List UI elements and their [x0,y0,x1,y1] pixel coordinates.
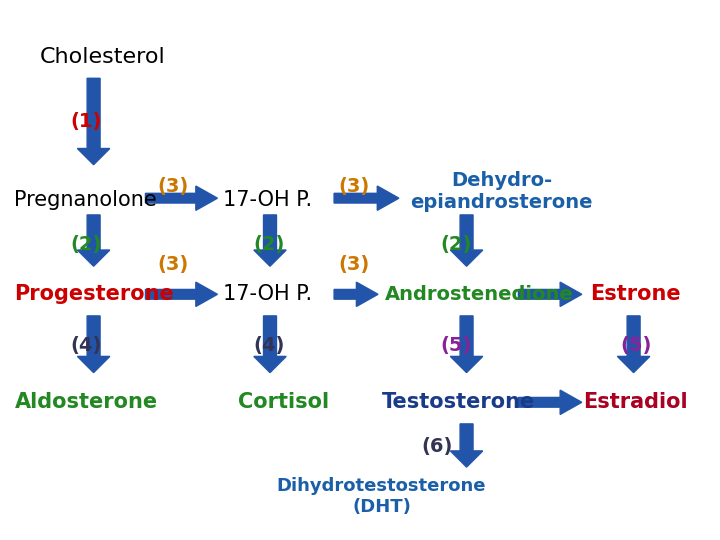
Text: (3): (3) [157,255,188,274]
Polygon shape [518,282,582,306]
Text: (3): (3) [157,177,188,196]
Polygon shape [78,215,109,266]
Text: (3): (3) [338,255,369,274]
Polygon shape [618,316,649,373]
Polygon shape [78,78,109,165]
Text: (5): (5) [621,336,652,355]
Polygon shape [334,282,378,306]
Polygon shape [451,424,482,467]
Text: 17-OH P.: 17-OH P. [223,284,312,305]
Text: Progesterone: Progesterone [14,284,174,305]
Text: Androstenedione: Androstenedione [385,285,574,304]
Polygon shape [334,186,399,210]
Text: Aldosterone: Aldosterone [14,392,158,413]
Text: (1): (1) [71,112,102,131]
Text: (2): (2) [441,234,472,254]
Text: (4): (4) [71,336,102,355]
Text: Testosterone: Testosterone [382,392,535,413]
Polygon shape [451,316,482,373]
Text: (5): (5) [441,336,472,355]
Polygon shape [253,316,287,373]
Text: (4): (4) [253,336,285,355]
Text: Estrone: Estrone [590,284,681,305]
Polygon shape [145,186,217,210]
Text: (6): (6) [421,437,453,456]
Text: Pregnanolone: Pregnanolone [14,190,157,210]
Text: (2): (2) [253,234,285,254]
Text: Dihydrotestosterone
(DHT): Dihydrotestosterone (DHT) [277,477,486,516]
Text: Estradiol: Estradiol [583,392,688,413]
Text: Dehydro-
epiandrosterone: Dehydro- epiandrosterone [410,171,593,212]
Polygon shape [451,215,482,266]
Text: (3): (3) [338,177,369,196]
Text: Cortisol: Cortisol [238,392,329,413]
Polygon shape [253,215,287,266]
Polygon shape [518,390,582,415]
Polygon shape [78,316,109,373]
Text: (2): (2) [71,234,102,254]
Polygon shape [145,282,217,306]
Text: 17-OH P.: 17-OH P. [223,190,312,210]
Text: Cholesterol: Cholesterol [40,46,166,67]
